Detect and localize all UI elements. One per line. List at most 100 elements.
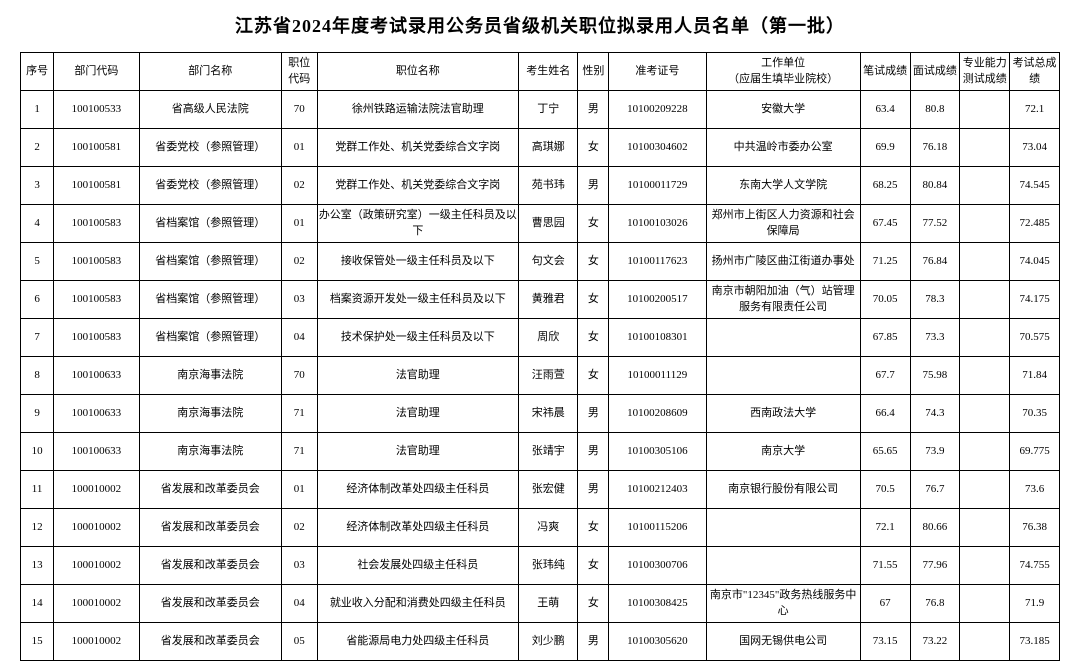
table-row: 6100100583省档案馆（参照管理）03档案资源开发处一级主任科员及以下黄雅… (21, 281, 1060, 319)
cell-candidate-name: 苑书玮 (519, 167, 578, 205)
table-body: 1100100533省高级人民法院70徐州铁路运输法院法官助理丁宁男101002… (21, 91, 1060, 661)
header-gender: 性别 (578, 53, 609, 91)
cell-dept-name: 南京海事法院 (139, 395, 281, 433)
cell-interview-score: 75.98 (910, 357, 960, 395)
cell-dept-name: 南京海事法院 (139, 357, 281, 395)
cell-dept-name: 省委党校（参照管理） (139, 167, 281, 205)
cell-dept-code: 100100583 (54, 205, 139, 243)
cell-written-score: 65.65 (860, 433, 910, 471)
table-row: 5100100583省档案馆（参照管理）02接收保管处一级主任科员及以下句文会女… (21, 243, 1060, 281)
cell-dept-code: 100010002 (54, 585, 139, 623)
cell-exam-id: 10100305106 (609, 433, 706, 471)
cell-seq: 11 (21, 471, 54, 509)
cell-pos-code: 04 (281, 585, 317, 623)
cell-pro-score (960, 395, 1010, 433)
cell-work-unit: 扬州市广陵区曲江街道办事处 (706, 243, 860, 281)
cell-dept-code: 100100633 (54, 395, 139, 433)
cell-written-score: 67.85 (860, 319, 910, 357)
cell-gender: 女 (578, 129, 609, 167)
page-title: 江苏省2024年度考试录用公务员省级机关职位拟录用人员名单（第一批） (20, 12, 1060, 38)
table-row: 12100010002省发展和改革委员会02经济体制改革处四级主任科员冯爽女10… (21, 509, 1060, 547)
cell-seq: 2 (21, 129, 54, 167)
cell-total-score: 71.84 (1010, 357, 1060, 395)
cell-dept-name: 省档案馆（参照管理） (139, 281, 281, 319)
header-written-score: 笔试成绩 (860, 53, 910, 91)
cell-candidate-name: 句文会 (519, 243, 578, 281)
cell-total-score: 73.6 (1010, 471, 1060, 509)
header-pro-score: 专业能力测试成绩 (960, 53, 1010, 91)
cell-work-unit: 郑州市上街区人力资源和社会保障局 (706, 205, 860, 243)
cell-gender: 男 (578, 471, 609, 509)
cell-total-score: 72.485 (1010, 205, 1060, 243)
cell-work-unit (706, 357, 860, 395)
cell-gender: 女 (578, 585, 609, 623)
cell-exam-id: 10100208609 (609, 395, 706, 433)
header-dept-code: 部门代码 (54, 53, 139, 91)
cell-pos-name: 法官助理 (317, 395, 519, 433)
cell-dept-name: 省发展和改革委员会 (139, 471, 281, 509)
cell-dept-name: 省委党校（参照管理） (139, 129, 281, 167)
cell-seq: 15 (21, 623, 54, 661)
cell-seq: 14 (21, 585, 54, 623)
cell-dept-code: 100100583 (54, 243, 139, 281)
cell-pos-name: 省能源局电力处四级主任科员 (317, 623, 519, 661)
cell-pos-code: 02 (281, 509, 317, 547)
cell-total-score: 70.35 (1010, 395, 1060, 433)
cell-work-unit: 安徽大学 (706, 91, 860, 129)
cell-pro-score (960, 471, 1010, 509)
cell-pro-score (960, 319, 1010, 357)
cell-interview-score: 74.3 (910, 395, 960, 433)
cell-seq: 4 (21, 205, 54, 243)
cell-work-unit (706, 547, 860, 585)
table-row: 13100010002省发展和改革委员会03社会发展处四级主任科员张玮纯女101… (21, 547, 1060, 585)
cell-written-score: 71.55 (860, 547, 910, 585)
cell-written-score: 68.25 (860, 167, 910, 205)
header-pos-name: 职位名称 (317, 53, 519, 91)
cell-pro-score (960, 91, 1010, 129)
cell-candidate-name: 黄雅君 (519, 281, 578, 319)
cell-pos-name: 社会发展处四级主任科员 (317, 547, 519, 585)
cell-dept-code: 100100581 (54, 129, 139, 167)
cell-pro-score (960, 433, 1010, 471)
table-row: 8100100633南京海事法院70法官助理汪雨萱女1010001112967.… (21, 357, 1060, 395)
cell-candidate-name: 张玮纯 (519, 547, 578, 585)
cell-exam-id: 10100212403 (609, 471, 706, 509)
cell-written-score: 67.45 (860, 205, 910, 243)
cell-seq: 10 (21, 433, 54, 471)
cell-dept-name: 南京海事法院 (139, 433, 281, 471)
cell-pro-score (960, 205, 1010, 243)
cell-interview-score: 80.66 (910, 509, 960, 547)
cell-pos-code: 05 (281, 623, 317, 661)
cell-seq: 7 (21, 319, 54, 357)
cell-dept-code: 100100581 (54, 167, 139, 205)
cell-exam-id: 10100300706 (609, 547, 706, 585)
table-row: 14100010002省发展和改革委员会04就业收入分配和消费处四级主任科员王萌… (21, 585, 1060, 623)
cell-gender: 女 (578, 509, 609, 547)
cell-interview-score: 73.3 (910, 319, 960, 357)
cell-seq: 9 (21, 395, 54, 433)
cell-written-score: 70.05 (860, 281, 910, 319)
cell-total-score: 74.755 (1010, 547, 1060, 585)
cell-written-score: 67 (860, 585, 910, 623)
cell-total-score: 73.185 (1010, 623, 1060, 661)
cell-gender: 女 (578, 357, 609, 395)
cell-dept-code: 100010002 (54, 471, 139, 509)
cell-pos-code: 02 (281, 243, 317, 281)
cell-pos-name: 经济体制改革处四级主任科员 (317, 509, 519, 547)
cell-total-score: 74.045 (1010, 243, 1060, 281)
cell-work-unit: 南京市"12345"政务热线服务中心 (706, 585, 860, 623)
cell-pro-score (960, 623, 1010, 661)
cell-pos-name: 法官助理 (317, 357, 519, 395)
cell-total-score: 70.575 (1010, 319, 1060, 357)
cell-pos-code: 02 (281, 167, 317, 205)
cell-seq: 8 (21, 357, 54, 395)
table-row: 11100010002省发展和改革委员会01经济体制改革处四级主任科员张宏健男1… (21, 471, 1060, 509)
cell-dept-code: 100010002 (54, 547, 139, 585)
table-row: 7100100583省档案馆（参照管理）04技术保护处一级主任科员及以下周欣女1… (21, 319, 1060, 357)
cell-pos-code: 70 (281, 357, 317, 395)
cell-exam-id: 10100011729 (609, 167, 706, 205)
cell-pos-name: 法官助理 (317, 433, 519, 471)
cell-candidate-name: 张靖宇 (519, 433, 578, 471)
cell-work-unit: 中共温岭市委办公室 (706, 129, 860, 167)
cell-gender: 女 (578, 243, 609, 281)
